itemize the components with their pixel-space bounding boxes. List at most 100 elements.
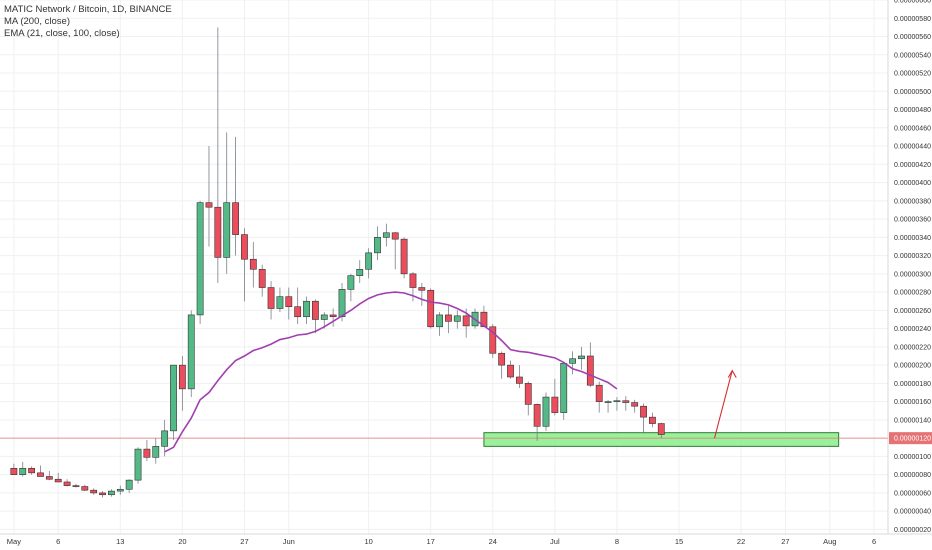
ema-indicator-label[interactable]: EMA (21, close, 100, close) xyxy=(4,28,120,39)
candle xyxy=(391,231,399,270)
candle-body-down xyxy=(427,289,435,328)
last-price-label: 0.00000120 xyxy=(894,436,931,443)
candle-body-down xyxy=(489,326,497,354)
candle xyxy=(524,381,532,416)
candle-body-down xyxy=(418,287,426,291)
ma-indicator-label[interactable]: MA (200, close) xyxy=(4,16,70,27)
candle xyxy=(453,310,461,329)
candle xyxy=(54,472,62,483)
candle xyxy=(108,489,115,497)
candle xyxy=(196,200,204,325)
candle xyxy=(649,412,656,428)
price-tick-label: 0.00000440 xyxy=(894,144,931,151)
price-tick-label: 0.00000140 xyxy=(894,417,931,424)
candle xyxy=(657,422,665,439)
candle-body-up xyxy=(170,364,177,432)
price-axis[interactable]: 0.00000020 0.00000040 0.00000060 0.00000080… xyxy=(894,0,931,534)
candle-body-down xyxy=(285,296,293,308)
candle-body-up xyxy=(116,488,124,492)
candle xyxy=(569,351,577,375)
candle-body-down xyxy=(54,478,62,483)
price-tick-label: 0.00000400 xyxy=(894,180,931,187)
candle-body-down xyxy=(586,355,594,386)
candle-body-down xyxy=(524,383,532,405)
candle-body-down xyxy=(37,472,44,477)
price-tick-label: 0.00000480 xyxy=(894,107,931,114)
price-tick-label: 0.00000200 xyxy=(894,363,931,370)
candle-body-down xyxy=(649,416,656,424)
candle xyxy=(241,228,248,302)
candle xyxy=(640,403,647,434)
candle xyxy=(507,360,514,379)
candle-body-up xyxy=(161,430,169,447)
candle-body-down xyxy=(72,485,80,487)
candle-body-up xyxy=(19,467,27,475)
candle xyxy=(125,479,133,493)
candle-body-down xyxy=(28,467,36,474)
candle xyxy=(214,27,222,283)
time-tick-label: 6 xyxy=(56,537,60,546)
candle xyxy=(178,356,186,411)
candle xyxy=(267,281,275,320)
time-tick-label: 27 xyxy=(240,537,248,546)
price-tick-label: 0.00000580 xyxy=(894,16,931,23)
time-axis[interactable]: May 6 13 20 27 Jun 10 17 24 Jul 8 15 22 27 Aug 6 xyxy=(7,537,876,546)
price-tick-label: 0.00000040 xyxy=(894,509,931,516)
candle-body-down xyxy=(294,306,302,318)
candle xyxy=(622,396,630,411)
candle-body-down xyxy=(311,300,319,320)
candle xyxy=(10,463,18,475)
candle-body-down xyxy=(400,238,408,275)
candle-body-up xyxy=(604,401,612,403)
price-tick-label: 0.00000500 xyxy=(894,89,931,96)
candle-body-up xyxy=(453,315,461,322)
time-tick-label: 22 xyxy=(737,537,745,546)
candle xyxy=(382,223,390,247)
candle-body-down xyxy=(409,273,417,288)
candle-body-up xyxy=(356,268,364,276)
candle xyxy=(276,287,284,313)
price-tick-label: 0.00000100 xyxy=(894,454,931,461)
candle-body-up xyxy=(382,232,390,238)
candle-body-down xyxy=(90,489,98,494)
candle xyxy=(161,419,169,457)
time-tick-label: 17 xyxy=(427,537,435,546)
candle-body-up xyxy=(569,358,577,364)
candle xyxy=(347,273,355,302)
candle-body-up xyxy=(187,314,195,390)
candle xyxy=(631,399,639,413)
candle xyxy=(533,403,541,441)
candle-body-up xyxy=(560,363,568,413)
candle xyxy=(374,226,381,261)
chart-grid xyxy=(0,0,888,534)
candle-body-down xyxy=(178,364,186,390)
candle xyxy=(285,287,293,320)
time-tick-label: 27 xyxy=(781,537,789,546)
price-tick-label: 0.00000600 xyxy=(894,0,931,5)
price-tick-label: 0.00000220 xyxy=(894,344,931,351)
candle xyxy=(90,488,98,495)
time-tick-label: 20 xyxy=(178,537,186,546)
candle xyxy=(258,264,266,297)
candle xyxy=(329,308,337,327)
candle xyxy=(365,248,373,279)
time-tick-label: 24 xyxy=(489,537,497,546)
price-tick-label: 0.00000020 xyxy=(894,527,931,534)
candle-body-down xyxy=(45,476,53,480)
candle xyxy=(45,471,53,481)
candle-body-down xyxy=(515,376,523,384)
candle-body-down xyxy=(462,315,470,327)
candle xyxy=(205,146,213,247)
candle-body-up xyxy=(152,446,160,458)
candle xyxy=(19,461,27,477)
candle-body-up xyxy=(613,400,621,403)
candle xyxy=(551,378,559,416)
price-tick-label: 0.00000320 xyxy=(894,253,931,260)
price-tick-label: 0.00000380 xyxy=(894,198,931,205)
time-tick-label: May xyxy=(7,537,21,546)
candle xyxy=(170,364,177,440)
candle xyxy=(613,397,621,411)
candle xyxy=(436,312,443,336)
price-tick-label: 0.00000060 xyxy=(894,490,931,497)
